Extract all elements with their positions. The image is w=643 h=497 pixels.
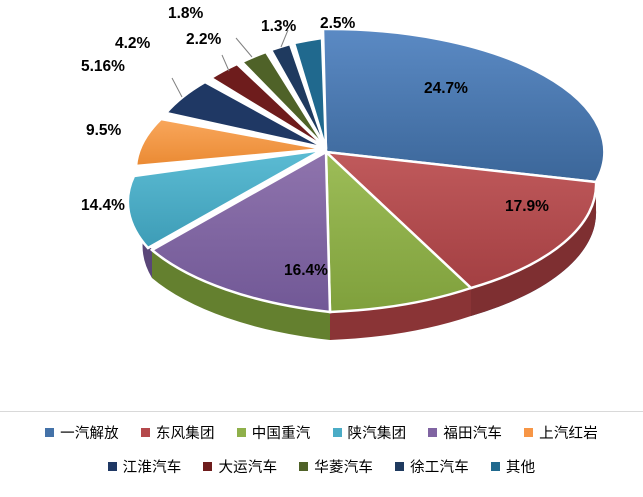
legend-label: 福田汽车 — [443, 425, 503, 442]
data-label-hongyan: 5.16% — [81, 58, 125, 75]
legend-swatch-icon — [107, 461, 117, 471]
legend-label: 陕汽集团 — [347, 425, 407, 442]
legend-label: 大运汽车 — [218, 459, 278, 476]
pie-slice-dongfeng — [322, 150, 598, 290]
legend-swatch-icon — [299, 461, 309, 471]
data-label-futian: 9.5% — [86, 122, 122, 139]
legend-swatch-icon — [203, 461, 213, 471]
legend-item-sinotruk[interactable]: 中国重汽 — [236, 422, 311, 443]
legend-label: 徐工汽车 — [410, 459, 469, 476]
pie-chart: 24.7% 17.9% 16.4% 14.4% 9.5% 5.16% 4.2% … — [81, 5, 606, 340]
pie-slice-hualing — [239, 50, 328, 149]
pie-slice-yiqi — [321, 27, 606, 184]
legend-item-dongfeng[interactable]: 东风集团 — [140, 422, 215, 443]
legend-swatch-icon — [236, 427, 246, 437]
legend-label: 上汽红岩 — [539, 425, 598, 442]
legend-item-dayun[interactable]: 大运汽车 — [203, 456, 277, 477]
legend-swatch-icon — [428, 427, 438, 437]
pie-slice-hongyan — [134, 117, 325, 168]
legend-label: 其他 — [505, 459, 536, 476]
legend-item-shaanqi[interactable]: 陕汽集团 — [332, 422, 407, 443]
data-label-dongfeng: 17.9% — [505, 198, 549, 215]
legend-item-futian[interactable]: 福田汽车 — [428, 422, 502, 443]
leader-lines — [171, 29, 289, 98]
pie-slice-xugong — [269, 42, 328, 149]
legend-item-hongyan[interactable]: 上汽红岩 — [524, 422, 598, 443]
legend-item-other[interactable]: 其他 — [490, 456, 536, 477]
pie-slice-sinotruk — [324, 149, 474, 314]
legend-item-yiqi[interactable]: 一汽解放 — [45, 422, 119, 443]
pie-chart-svg — [126, 27, 606, 340]
legend-swatch-icon — [332, 427, 342, 437]
pie-slice-shaanqi — [149, 149, 332, 314]
legend-label: 一汽解放 — [60, 425, 119, 442]
legend-label: 江淮汽车 — [122, 459, 182, 476]
legend-label: 华菱汽车 — [314, 459, 374, 476]
pie-slice-futian — [126, 148, 323, 250]
legend-label: 中国重汽 — [251, 425, 311, 442]
chart-legend: 一汽解放 东风集团 中国重汽 陕汽集团 福田汽车 上汽红岩 江淮汽车 — [0, 415, 643, 497]
legend-item-xugong[interactable]: 徐工汽车 — [395, 456, 469, 477]
legend-swatch-icon — [524, 427, 534, 437]
pie-slice-dayun — [208, 62, 327, 150]
legend-item-jianghuai[interactable]: 江淮汽车 — [107, 456, 182, 477]
legend-divider — [0, 411, 643, 412]
data-label-shaanqi: 14.4% — [81, 197, 125, 214]
data-label-sinotruk: 16.4% — [284, 262, 328, 279]
data-label-dayun: 2.2% — [186, 31, 222, 48]
data-label-xugong: 1.3% — [261, 18, 297, 35]
pie-slices — [126, 27, 606, 314]
data-label-hualing: 1.8% — [168, 5, 204, 22]
legend-item-hualing[interactable]: 华菱汽车 — [299, 456, 373, 477]
legend-swatch-icon — [140, 427, 150, 437]
pie-slice-jianghuai — [163, 80, 326, 150]
legend-swatch-icon — [45, 427, 55, 437]
legend-swatch-icon — [395, 461, 405, 471]
legend-row-1: 一汽解放 东风集团 中国重汽 陕汽集团 福田汽车 上汽红岩 — [0, 415, 643, 449]
legend-label: 东风集团 — [155, 425, 215, 442]
pie-slice-other — [292, 36, 328, 150]
data-label-other: 2.5% — [320, 15, 356, 32]
data-label-jianghuai: 4.2% — [115, 35, 151, 52]
legend-row-2: 江淮汽车 大运汽车 华菱汽车 徐工汽车 其他 — [0, 449, 643, 483]
data-label-yiqi: 24.7% — [424, 80, 468, 97]
legend-swatch-icon — [490, 461, 500, 471]
